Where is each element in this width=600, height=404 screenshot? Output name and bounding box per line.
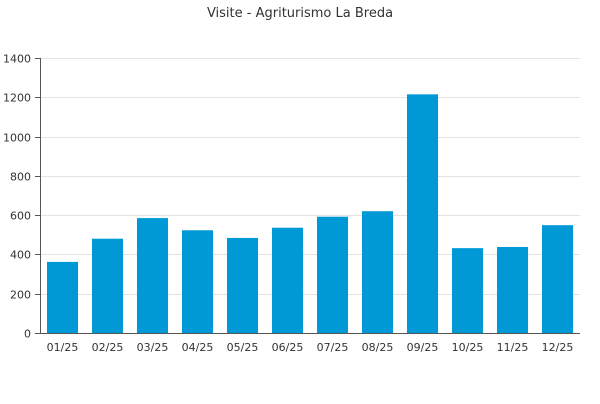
bar-09-25[interactable] — [406, 94, 439, 333]
x-tick-label: 12/25 — [542, 341, 574, 354]
x-tick-label: 05/25 — [227, 341, 259, 354]
y-tick-label: 400 — [10, 249, 31, 262]
bar-07-25[interactable] — [316, 216, 349, 333]
bar-03-25[interactable] — [136, 218, 169, 333]
x-tick-label: 09/25 — [407, 341, 439, 354]
bar-04-25[interactable] — [181, 230, 214, 333]
gridlines — [40, 58, 580, 295]
x-tick-label: 08/25 — [362, 341, 394, 354]
bars — [46, 94, 574, 333]
bar-05-25[interactable] — [226, 237, 259, 333]
axes — [35, 58, 580, 334]
bar-11-25[interactable] — [496, 246, 529, 333]
bar-12-25[interactable] — [541, 225, 574, 333]
y-tick-label: 600 — [10, 210, 31, 223]
x-tick-label: 10/25 — [452, 341, 484, 354]
y-tick-label: 1400 — [3, 53, 31, 66]
bar-10-25[interactable] — [451, 248, 484, 333]
chart-title: Visite - Agriturismo La Breda — [207, 6, 393, 21]
bar-02-25[interactable] — [91, 238, 124, 333]
x-tick-labels: 01/25 02/25 03/25 04/25 05/25 06/25 07/25 08/25… — [47, 341, 574, 354]
bar-01-25[interactable] — [46, 261, 79, 333]
x-tick-label: 07/25 — [317, 341, 349, 354]
x-tick-label: 11/25 — [497, 341, 529, 354]
x-tick-label: 01/25 — [47, 341, 79, 354]
bar-08-25[interactable] — [361, 211, 394, 333]
y-tick-label: 0 — [24, 328, 31, 341]
y-tick-label: 800 — [10, 171, 31, 184]
bar-06-25[interactable] — [271, 227, 304, 333]
x-tick-label: 04/25 — [182, 341, 214, 354]
y-tick-label: 200 — [10, 289, 31, 302]
y-tick-label: 1000 — [3, 132, 31, 145]
y-tick-labels: 0 200 400 600 800 1000 1200 1400 — [3, 53, 31, 341]
x-tick-label: 03/25 — [137, 341, 169, 354]
x-tick-label: 02/25 — [92, 341, 124, 354]
x-tick-label: 06/25 — [272, 341, 304, 354]
y-tick-label: 1200 — [3, 92, 31, 105]
